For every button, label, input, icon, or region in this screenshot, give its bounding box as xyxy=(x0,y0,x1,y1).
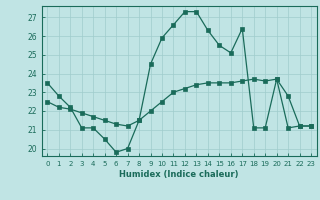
X-axis label: Humidex (Indice chaleur): Humidex (Indice chaleur) xyxy=(119,170,239,179)
